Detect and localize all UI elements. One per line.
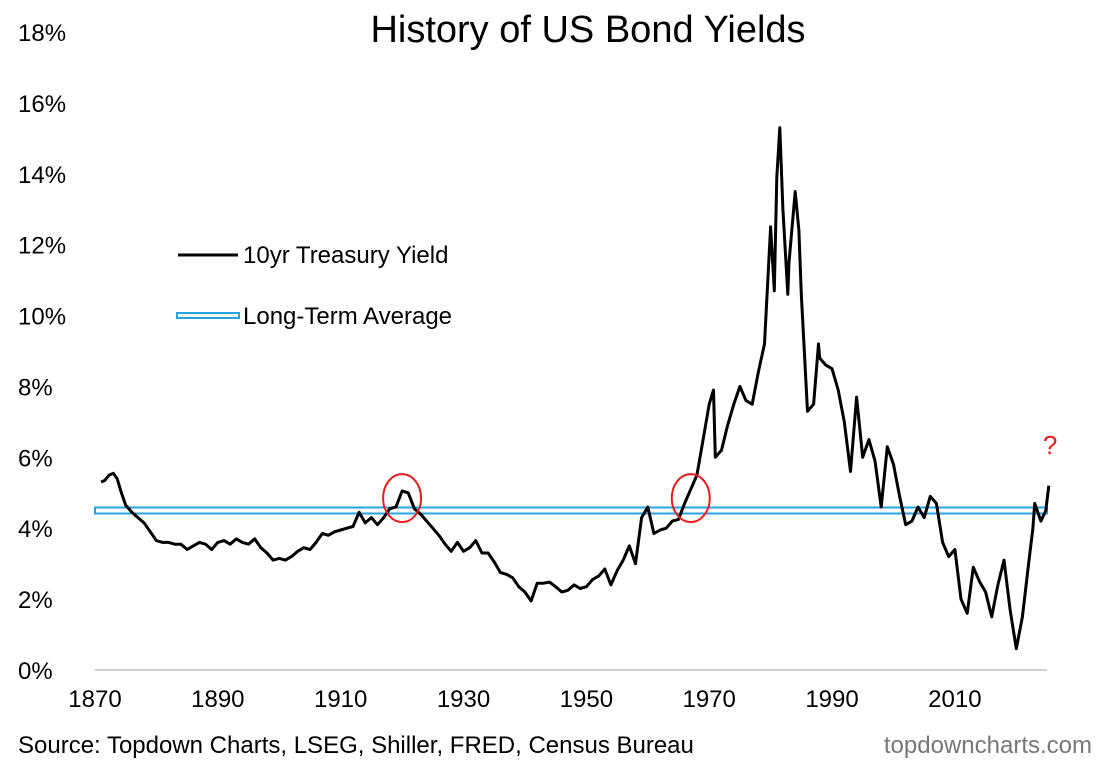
- x-tick-label: 1910: [314, 686, 367, 713]
- y-tick-label: 14%: [18, 162, 66, 189]
- x-tick-label: 1990: [805, 686, 858, 713]
- y-tick-label: 18%: [18, 20, 66, 47]
- y-tick-label: 2%: [18, 587, 53, 614]
- y-tick-label: 0%: [18, 658, 53, 685]
- x-tick-label: 1930: [437, 686, 490, 713]
- x-tick-label: 2010: [928, 686, 981, 713]
- y-tick-label: 10%: [18, 304, 66, 331]
- legend: 10yr Treasury Yield Long-Term Average: [176, 242, 452, 330]
- legend-label-treasury: 10yr Treasury Yield: [243, 242, 448, 269]
- question-mark-annotation: ?: [1043, 430, 1057, 460]
- y-tick-label: 12%: [18, 233, 66, 260]
- x-tick-label: 1970: [682, 686, 735, 713]
- source-note: Source: Topdown Charts, LSEG, Shiller, F…: [18, 732, 694, 759]
- x-tick-label: 1950: [560, 686, 613, 713]
- legend-swatch-average: [176, 312, 240, 319]
- x-tick-label: 1870: [68, 686, 121, 713]
- legend-label-average: Long-Term Average: [243, 303, 452, 330]
- plot-area: ?: [94, 126, 1057, 651]
- y-tick-label: 16%: [18, 91, 66, 118]
- x-tick-label: 1890: [191, 686, 244, 713]
- watermark: topdowncharts.com: [884, 732, 1092, 759]
- y-tick-label: 6%: [18, 445, 53, 472]
- x-axis: 1870 1890 1910 1930 1950 1970 1990 2010: [68, 669, 1047, 713]
- y-tick-label: 8%: [18, 374, 53, 401]
- treasury-yield-line: [100, 126, 1051, 651]
- y-axis: 0% 2% 4% 6% 8% 10% 12% 14% 16% 18%: [18, 20, 66, 685]
- highlight-circle: [670, 473, 711, 524]
- highlight-circle: [382, 473, 423, 524]
- chart-title: History of US Bond Yields: [370, 9, 805, 51]
- y-tick-label: 4%: [18, 516, 53, 543]
